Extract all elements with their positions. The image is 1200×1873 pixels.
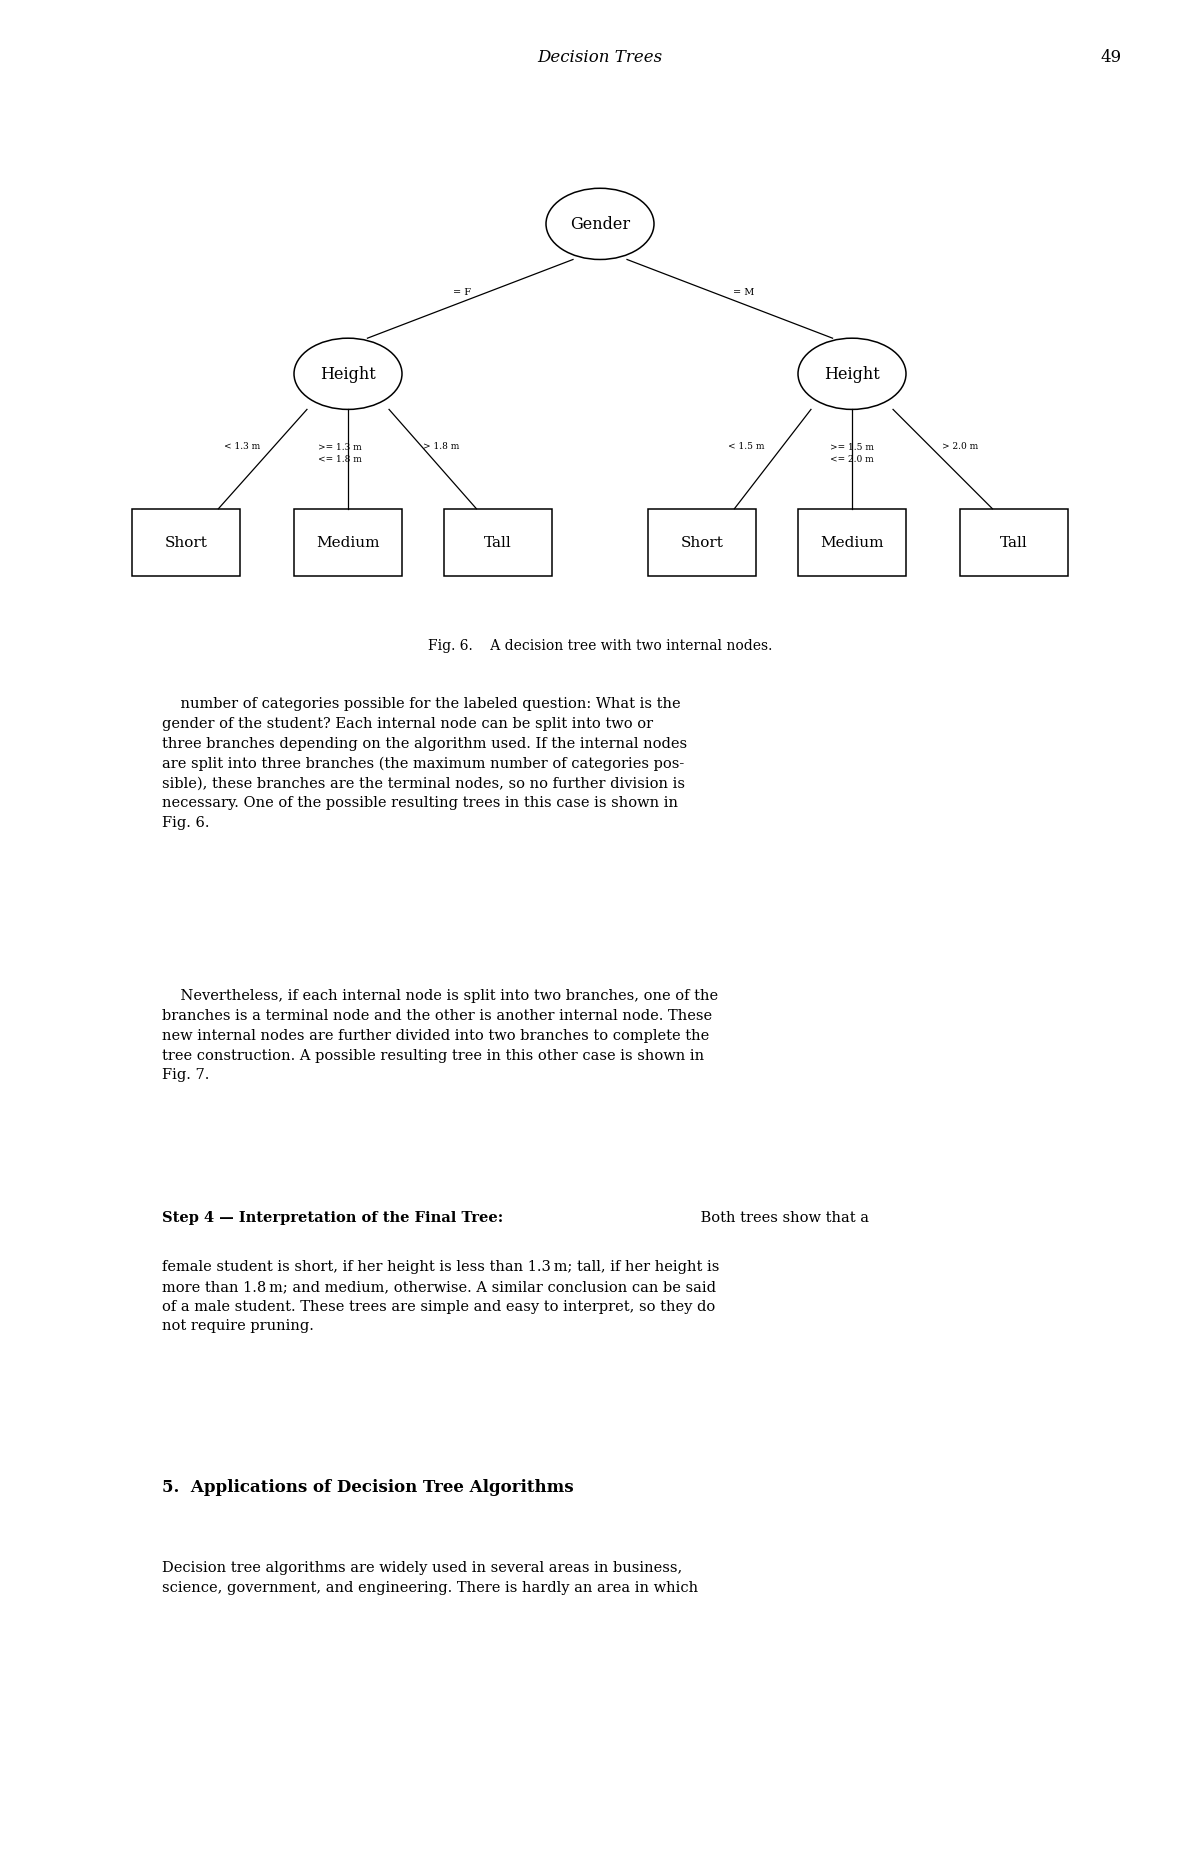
Text: number of categories possible for the labeled question: What is the
gender of th: number of categories possible for the la… — [162, 697, 688, 830]
Text: Tall: Tall — [484, 536, 512, 551]
Text: >= 1.3 m: >= 1.3 m — [318, 444, 361, 451]
Text: Gender: Gender — [570, 215, 630, 234]
Text: <= 2.0 m: <= 2.0 m — [830, 455, 874, 463]
Text: Fig. 6.    A decision tree with two internal nodes.: Fig. 6. A decision tree with two interna… — [428, 639, 772, 652]
Text: Height: Height — [320, 365, 376, 384]
Text: < 1.5 m: < 1.5 m — [728, 442, 764, 450]
Text: 49: 49 — [1100, 49, 1122, 66]
Text: Medium: Medium — [317, 536, 379, 551]
Text: Decision Trees: Decision Trees — [538, 49, 662, 66]
Text: Tall: Tall — [1000, 536, 1028, 551]
Text: < 1.3 m: < 1.3 m — [224, 442, 260, 450]
Text: > 1.8 m: > 1.8 m — [424, 442, 460, 450]
Text: = F: = F — [452, 288, 472, 296]
Text: Medium: Medium — [821, 536, 883, 551]
Text: Height: Height — [824, 365, 880, 384]
Text: Nevertheless, if each internal node is split into two branches, one of the
branc: Nevertheless, if each internal node is s… — [162, 989, 718, 1083]
Text: Decision tree algorithms are widely used in several areas in business,
science, : Decision tree algorithms are widely used… — [162, 1560, 698, 1594]
Text: >= 1.5 m: >= 1.5 m — [830, 444, 874, 451]
Text: = M: = M — [733, 288, 755, 296]
Text: Step 4 — Interpretation of the Final Tree:: Step 4 — Interpretation of the Final Tre… — [162, 1210, 503, 1223]
Text: Both trees show that a: Both trees show that a — [696, 1210, 869, 1223]
Text: <= 1.8 m: <= 1.8 m — [318, 455, 361, 463]
Text: Short: Short — [164, 536, 208, 551]
Text: > 2.0 m: > 2.0 m — [942, 442, 978, 450]
Text: 5.  Applications of Decision Tree Algorithms: 5. Applications of Decision Tree Algorit… — [162, 1478, 574, 1495]
Text: Short: Short — [680, 536, 724, 551]
Text: female student is short, if her height is less than 1.3 m; tall, if her height i: female student is short, if her height i… — [162, 1261, 719, 1334]
